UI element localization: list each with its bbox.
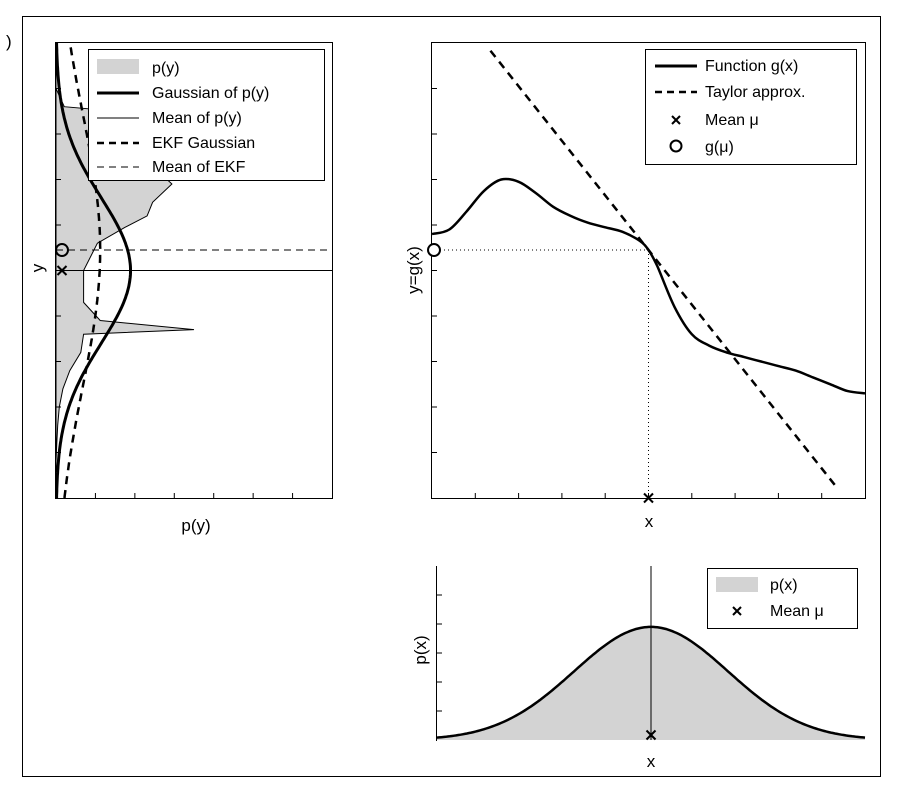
p-y-ticks (56, 88, 294, 498)
legend-label-mean-ekf: Mean of EKF (152, 159, 246, 176)
input-density-ylabel: p(x) (411, 635, 430, 664)
p-y-lines-layer (55, 42, 332, 499)
legend-swatch-g-mu (669, 139, 683, 153)
g-x-markers (427, 243, 654, 504)
mean-mu-marker (645, 729, 657, 741)
mean-y-marker-b (56, 265, 68, 276)
g-x-ticks (432, 88, 823, 498)
mean-y-marker (56, 265, 68, 276)
transform-chart: x y=g(x) Function g(x) Taylor approx. Me… (404, 42, 866, 531)
input-density-chart: x p(x) p(x) Mean μ (411, 566, 866, 771)
figure-frame (22, 16, 881, 777)
legend-swatch-p-x (716, 577, 758, 592)
legend-label-mean-mu: Mean μ (705, 112, 759, 129)
p-y-markers (55, 243, 69, 276)
legend-label-g-mu: g(μ) (705, 139, 734, 156)
p-x-markers (645, 729, 657, 741)
legend-label-mean-p-y: Mean of p(y) (152, 110, 242, 127)
output-density-xlabel: p(y) (181, 516, 210, 535)
g-mu-marker (427, 243, 441, 258)
mean-mu-marker-b (645, 729, 657, 741)
output-density-chart: p(y) y p(y) Gaussian of p(y) Mean of p(y… (28, 42, 333, 535)
legend-label-function: Function g(x) (705, 58, 798, 75)
legend-swatch-p-y (97, 59, 139, 74)
transform-xlabel: x (645, 512, 654, 531)
legend-label-p-y: p(y) (152, 60, 180, 77)
legend-swatch-mean-mu-bottom (732, 606, 742, 616)
p-x-fill-layer (436, 566, 866, 740)
input-density-legend: p(x) Mean μ (707, 568, 858, 629)
legend-swatch-mean-x (671, 115, 681, 125)
output-density-ylabel: y (28, 263, 47, 272)
transform-legend: Function g(x) Taylor approx. Mean μ g(μ) (645, 49, 857, 165)
p-x-ticks (437, 594, 442, 712)
output-density-axes-box (55, 42, 333, 499)
g-x-lines-layer (431, 49, 866, 498)
output-density-legend: p(y) Gaussian of p(y) Mean of p(y) EKF G… (88, 49, 325, 181)
legend-label-mean-mu-bottom: Mean μ (770, 603, 824, 620)
legend-label-taylor: Taylor approx. (705, 84, 806, 101)
input-density-xlabel: x (647, 752, 656, 771)
legend-label-ekf-gaussian: EKF Gaussian (152, 135, 255, 152)
transform-ylabel: y=g(x) (404, 246, 423, 294)
mean-mu-marker-b (643, 492, 654, 504)
legend-label-p-x: p(x) (770, 577, 798, 594)
panel-label: ) (6, 32, 12, 51)
mean-mu-marker (643, 492, 654, 504)
g-mu-marker (55, 243, 69, 258)
legend-label-gaussian: Gaussian of p(y) (152, 85, 269, 102)
